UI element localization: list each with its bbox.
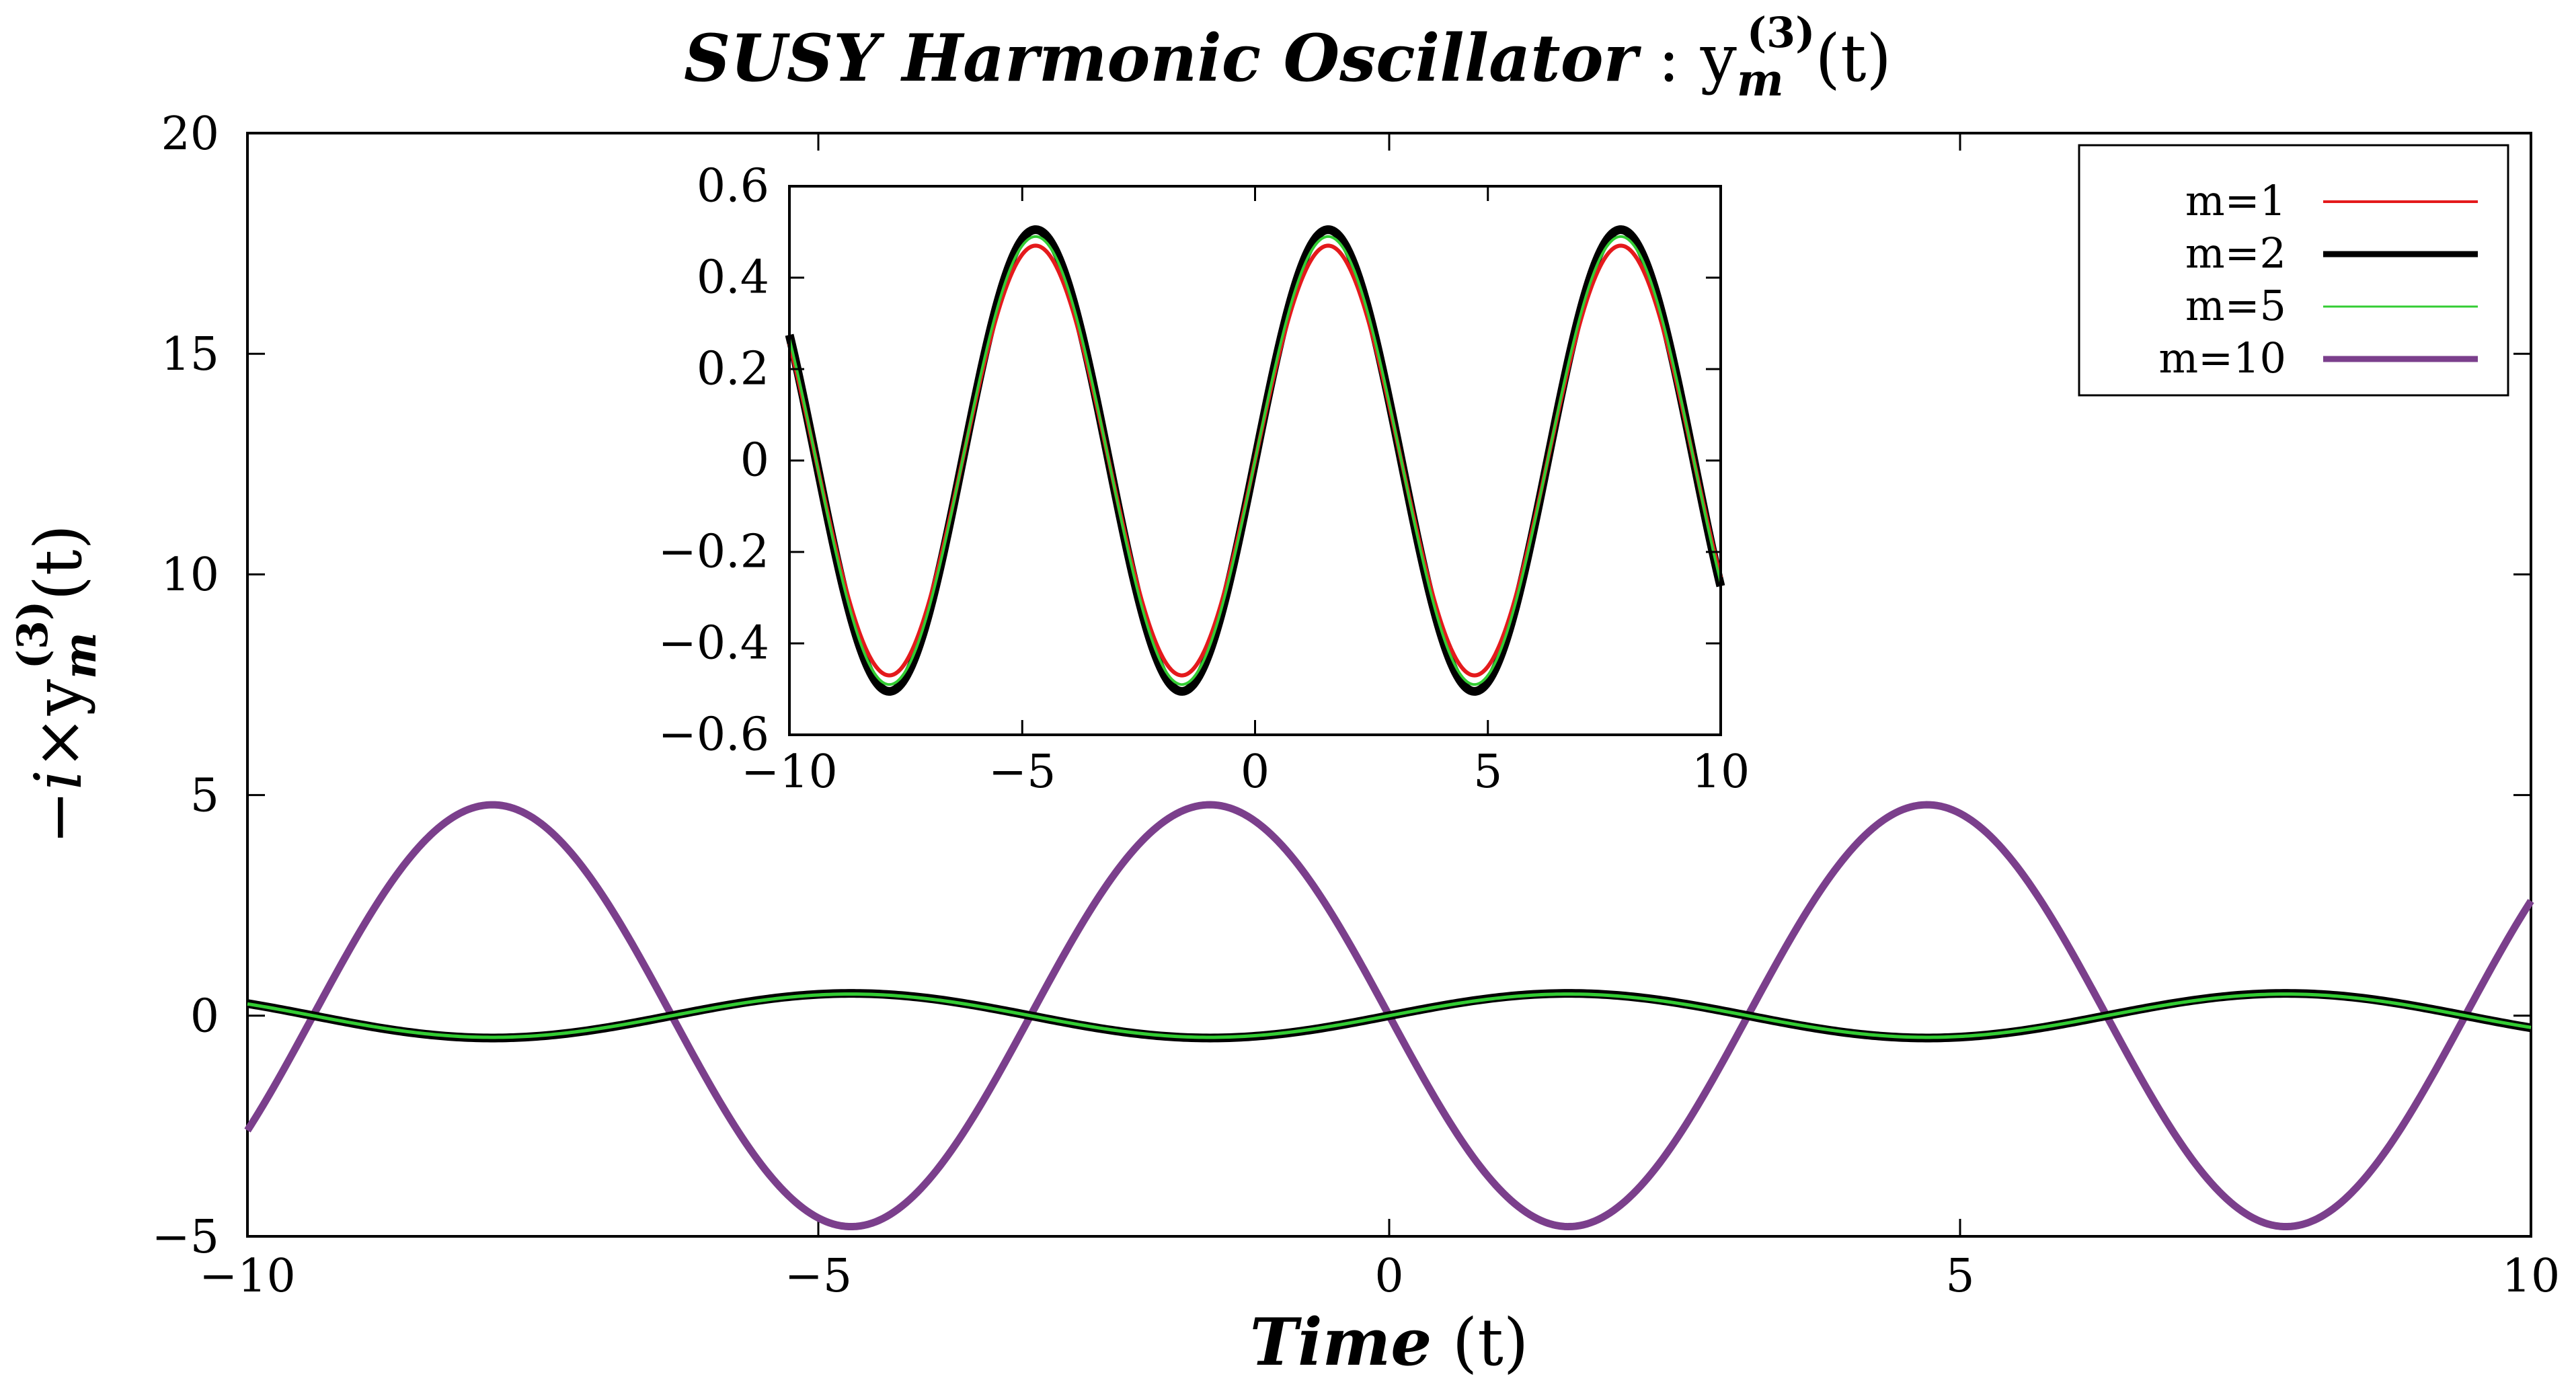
inset-y-tick-label: −0.4 xyxy=(658,616,769,670)
inset-x-tick-label: −5 xyxy=(988,746,1056,799)
main-x-tick-label: −5 xyxy=(785,1250,852,1303)
chart-title-sup: (3) xyxy=(1747,8,1816,57)
legend-label-m-5: m=5 xyxy=(2185,281,2286,330)
legend-label-m-2: m=2 xyxy=(2185,229,2286,278)
chart-title-tail: (t) xyxy=(1816,21,1891,96)
y-axis-label-sub: m xyxy=(54,632,106,679)
x-axis-label-plain: (t) xyxy=(1432,1305,1528,1380)
inset-x-tick-label: 5 xyxy=(1473,746,1502,799)
legend-box xyxy=(2078,144,2509,397)
main-y-tick-label: 15 xyxy=(161,328,219,381)
legend-label-m-10: m=10 xyxy=(2158,333,2286,383)
main-series-m-5 xyxy=(247,992,2532,1039)
inset-axis-ticks: −10 −5 0 5 10 −0.6 −0.4 −0.2 0 0.2 0.4 0.6 xyxy=(658,159,1750,799)
main-x-tick-label: 5 xyxy=(1945,1250,1974,1303)
inset-y-tick-label: 0.2 xyxy=(697,342,769,395)
main-x-tick-label: 0 xyxy=(1374,1250,1403,1303)
chart-title: SUSY Harmonic Oscillator : ym(3)(t) xyxy=(684,8,1891,106)
y-axis-label-tail: (t) xyxy=(21,524,96,600)
main-x-tick-label: 10 xyxy=(2502,1250,2561,1303)
legend: m=1m=2m=5m=10 xyxy=(2078,144,2509,397)
y-axis-label-times: ×y xyxy=(21,679,96,770)
main-y-tick-label: 0 xyxy=(190,990,219,1043)
legend-entries: m=1m=2m=5m=10 xyxy=(2158,176,2478,383)
inset-plot-series xyxy=(785,225,1725,696)
main-y-tick-label: 5 xyxy=(190,769,219,822)
x-axis-label-italic: Time xyxy=(1250,1304,1432,1380)
x-axis-label: Time (t) xyxy=(1250,1304,1529,1380)
inset-x-tick-label: 10 xyxy=(1692,746,1750,799)
y-axis-label: −i×ym(3)(t) xyxy=(8,524,106,844)
inset-y-tick-label: 0.6 xyxy=(697,159,769,212)
inset-x-tick-label: 0 xyxy=(1241,746,1270,799)
main-plot-series xyxy=(244,801,2534,1231)
chart-title-italic: SUSY Harmonic Oscillator xyxy=(684,20,1642,96)
main-y-tick-label: 10 xyxy=(161,549,219,602)
y-axis-label-sup: (3) xyxy=(8,601,57,670)
inset-y-tick-label: 0.4 xyxy=(697,251,769,304)
main-x-tick-label: −10 xyxy=(199,1250,296,1303)
inset-series-m-5 xyxy=(788,235,1722,686)
main-y-tick-label: 20 xyxy=(161,108,219,161)
main-y-tick-label: −5 xyxy=(152,1211,219,1264)
inset-y-tick-label: 0 xyxy=(740,434,769,487)
chart-title-plain: : y xyxy=(1637,21,1737,96)
y-axis-label-prefix: −i xyxy=(21,770,96,844)
chart-title-sub: m xyxy=(1737,54,1784,106)
inset-y-tick-label: −0.6 xyxy=(658,708,769,761)
legend-label-m-1: m=1 xyxy=(2185,176,2286,225)
inset-y-tick-label: −0.2 xyxy=(658,525,769,578)
inset-x-tick-label: −10 xyxy=(741,746,838,799)
